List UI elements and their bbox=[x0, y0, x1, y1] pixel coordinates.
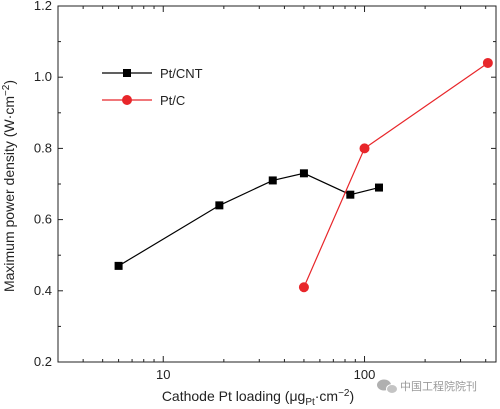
data-point-pt-cnt bbox=[215, 201, 224, 210]
legend-item-pt-cnt: Pt/CNT bbox=[102, 66, 203, 81]
watermark: 中国工程院院刊 bbox=[377, 379, 477, 394]
legend-marker bbox=[123, 69, 131, 77]
y-tick-label: 0.2 bbox=[34, 354, 52, 369]
watermark-text: 中国工程院院刊 bbox=[400, 379, 477, 393]
legend-marker bbox=[122, 95, 132, 105]
data-point-pt-cnt bbox=[374, 183, 383, 192]
data-point-pt-cnt bbox=[268, 176, 277, 185]
y-tick-label: 1.0 bbox=[34, 69, 52, 84]
ticks: 0.2 0.4 0.6 0.8 1.0 1.2 10 100 bbox=[34, 0, 496, 382]
x-tick-label: 10 bbox=[156, 367, 170, 382]
legend: Pt/CNT Pt/C bbox=[102, 66, 203, 108]
y-tick-label: 0.6 bbox=[34, 212, 52, 227]
data-point-pt-c bbox=[298, 282, 309, 293]
y-tick-label: 1.2 bbox=[34, 0, 52, 13]
series-pt-c bbox=[298, 57, 493, 293]
data-point-pt-cnt bbox=[299, 169, 308, 178]
data-point-pt-c bbox=[359, 143, 370, 154]
legend-label: Pt/C bbox=[160, 93, 185, 108]
data-point-pt-c bbox=[482, 57, 493, 68]
x-axis-title: Cathode Pt loading (μgPt·cm−2) bbox=[162, 388, 354, 408]
legend-item-pt-c: Pt/C bbox=[102, 93, 185, 108]
data-point-pt-cnt bbox=[114, 261, 123, 270]
legend-label: Pt/CNT bbox=[160, 66, 203, 81]
x-tick-label: 100 bbox=[354, 367, 376, 382]
series-pt-cnt bbox=[114, 169, 383, 270]
series-line-pt-c bbox=[303, 62, 489, 288]
wechat-icon bbox=[377, 379, 398, 394]
series-layer bbox=[114, 57, 493, 293]
y-tick-label: 0.4 bbox=[34, 283, 52, 298]
plot-frame bbox=[57, 5, 497, 363]
data-point-pt-cnt bbox=[346, 190, 355, 199]
series-line-pt-cnt bbox=[118, 172, 380, 267]
y-tick-label: 0.8 bbox=[34, 140, 52, 155]
axes bbox=[57, 5, 497, 363]
y-axis-title: Maximum power density (W·cm−2) bbox=[1, 80, 17, 292]
